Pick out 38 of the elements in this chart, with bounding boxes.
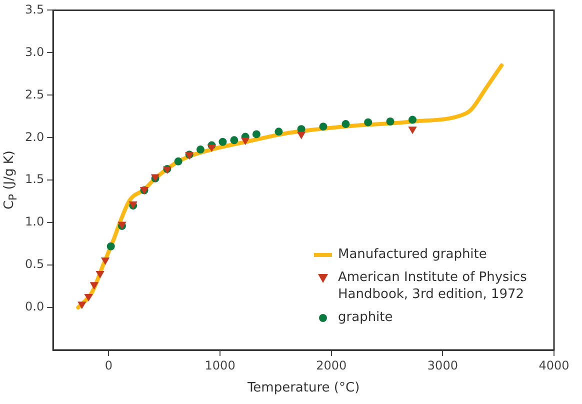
point bbox=[84, 294, 93, 302]
point bbox=[408, 126, 417, 134]
point bbox=[96, 271, 104, 279]
x-tick-label: 3000 bbox=[427, 358, 458, 372]
x-tick-label: 1000 bbox=[204, 358, 236, 372]
point bbox=[296, 132, 306, 140]
y-tick-label: 1.5 bbox=[24, 172, 44, 186]
x-tick-label: 2000 bbox=[316, 358, 347, 372]
x-tick-label: 4000 bbox=[538, 358, 570, 372]
point bbox=[252, 130, 260, 138]
legend-label: American Institute of Physics Handbook, 3rd edition, 1972 bbox=[338, 269, 528, 303]
x-axis-title: Temperature (°C) bbox=[246, 380, 360, 396]
legend-label: Manufactured graphite bbox=[338, 246, 488, 263]
point bbox=[207, 144, 216, 152]
point bbox=[240, 138, 250, 146]
x-tick-label: 0 bbox=[104, 358, 113, 372]
legend-label: graphite bbox=[338, 309, 394, 326]
point bbox=[106, 242, 115, 250]
y-tick-label: 3.0 bbox=[24, 44, 44, 59]
y-tick-label: 2.0 bbox=[24, 130, 44, 144]
point bbox=[90, 282, 98, 290]
point bbox=[319, 122, 328, 131]
point bbox=[174, 157, 182, 166]
point bbox=[218, 138, 227, 146]
point bbox=[364, 118, 372, 126]
y-tick-label: 1.0 bbox=[24, 214, 44, 229]
point bbox=[100, 257, 110, 265]
y-tick-label: 0.5 bbox=[24, 257, 44, 272]
point bbox=[386, 117, 394, 126]
point bbox=[78, 302, 86, 310]
point bbox=[408, 116, 417, 124]
point bbox=[342, 120, 350, 128]
y-tick-label: 3.5 bbox=[24, 2, 44, 16]
y-tick-label: 0.0 bbox=[24, 300, 44, 314]
point bbox=[196, 146, 204, 154]
y-tick-label: 2.5 bbox=[24, 87, 44, 102]
point bbox=[274, 128, 283, 136]
point bbox=[230, 136, 238, 144]
